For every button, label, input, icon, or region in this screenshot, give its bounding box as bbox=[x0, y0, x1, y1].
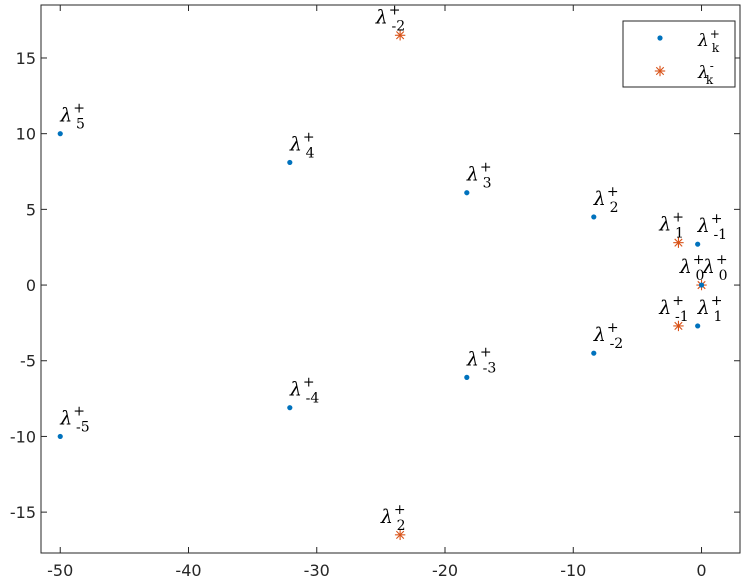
data-point bbox=[673, 237, 684, 248]
x-tick-label: -10 bbox=[560, 561, 586, 580]
data-point bbox=[57, 433, 63, 440]
data-point bbox=[591, 350, 597, 356]
data-label: λ+ -1 bbox=[658, 293, 688, 325]
data-point bbox=[695, 323, 701, 329]
data-point bbox=[464, 190, 470, 196]
legend-entry: λ+ k bbox=[697, 27, 720, 55]
series-lambda-plus bbox=[57, 131, 705, 440]
data-label: λ+ 5 bbox=[59, 101, 85, 133]
data-point bbox=[698, 282, 705, 288]
data-point bbox=[394, 30, 406, 41]
legend-box bbox=[622, 20, 736, 88]
data-label: λ+ -4 bbox=[289, 375, 320, 407]
data-point bbox=[394, 529, 406, 541]
series-lambda-minus bbox=[394, 30, 707, 541]
data-marks bbox=[57, 30, 707, 541]
data-label: λ+ 3 bbox=[466, 160, 492, 192]
data-point bbox=[695, 241, 701, 247]
x-tick-label: -40 bbox=[175, 561, 201, 580]
x-tick-label: -30 bbox=[304, 561, 330, 580]
y-tick-label: 5 bbox=[26, 200, 36, 219]
data-label: λ+ -2 bbox=[375, 2, 405, 34]
data-point bbox=[591, 214, 597, 220]
data-point bbox=[464, 374, 470, 380]
point-annotations: λ+ 5 λ+ -5 λ+ 4 λ+ -4 λ+ 3 λ+ -3 λ+ 2 λ+ -2 λ+ -2 λ+ 2 λ+ 1 λ+… bbox=[59, 2, 727, 534]
x-tick-label: 0 bbox=[696, 561, 706, 580]
plot-frame bbox=[40, 4, 741, 554]
legend-marker bbox=[654, 65, 666, 77]
data-point bbox=[57, 131, 63, 137]
y-tick-label: -5 bbox=[20, 352, 36, 371]
axes: -50 -40 -30 -20 -10 0 15 10 5 0 -5 -10 -15 bbox=[10, 4, 741, 580]
legend: λ+ k λ-k bbox=[622, 20, 736, 88]
data-label: λ+ -5 bbox=[59, 403, 89, 435]
x-tick-label: -50 bbox=[47, 561, 73, 580]
data-label: λ+ 0 bbox=[679, 252, 705, 284]
legend-entry: λ-k bbox=[697, 59, 714, 87]
x-tick-label: -20 bbox=[432, 561, 458, 580]
data-label: λ+ 2 bbox=[593, 184, 619, 216]
y-tick-label: 0 bbox=[26, 276, 36, 295]
data-label: λ+ -1 bbox=[697, 211, 727, 243]
y-tick-label: -10 bbox=[10, 427, 36, 446]
data-point bbox=[287, 159, 293, 166]
data-label: λ+ 4 bbox=[289, 129, 315, 161]
data-label: λ+ 2 bbox=[380, 502, 406, 534]
y-tick-label: -15 bbox=[10, 503, 36, 522]
data-point bbox=[673, 320, 684, 332]
data-label: λ+ -3 bbox=[466, 344, 496, 376]
data-label: λ+ -2 bbox=[593, 320, 623, 352]
data-point bbox=[287, 405, 293, 411]
data-label: λ+ 0 bbox=[702, 252, 728, 284]
y-tick-label: 15 bbox=[16, 49, 36, 68]
data-label: λ+ 1 bbox=[658, 210, 684, 242]
data-label: λ+ 1 bbox=[697, 293, 723, 325]
y-tick-label: 10 bbox=[16, 125, 36, 144]
legend-marker bbox=[657, 35, 663, 41]
